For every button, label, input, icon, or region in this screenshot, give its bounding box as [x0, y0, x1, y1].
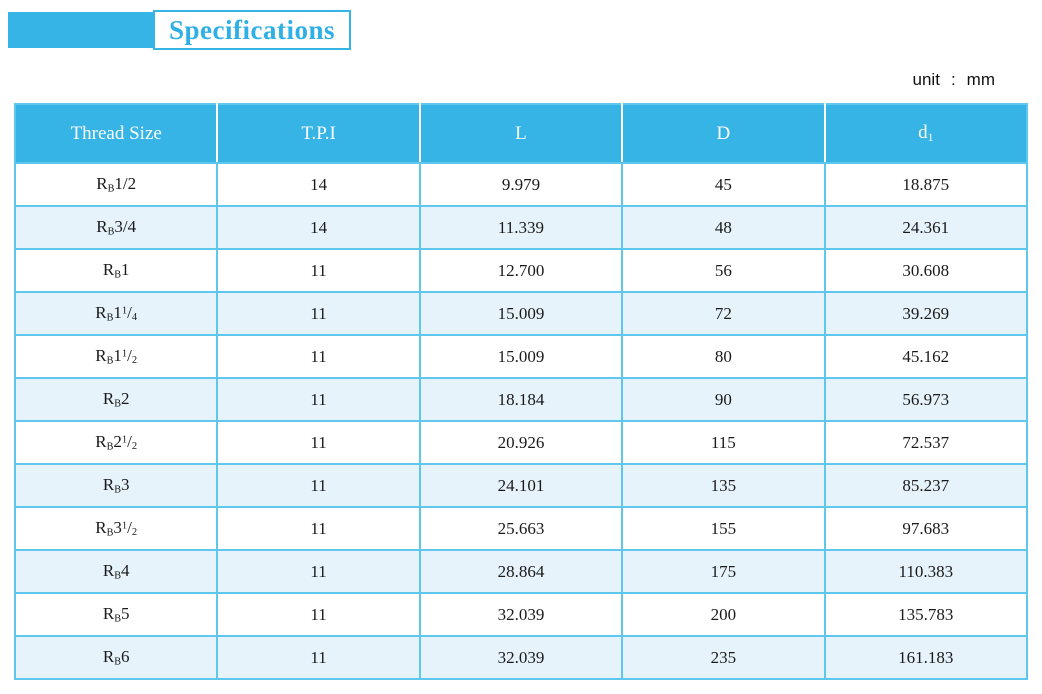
d1-cell: 72.537	[823, 420, 1029, 465]
d-cell: 175	[621, 549, 826, 594]
d1-cell: 56.973	[823, 377, 1029, 422]
table-row: RB1 11 12.700 56 30.608	[13, 248, 1029, 293]
thread-size-cell: RB5	[13, 592, 219, 637]
column-header-3: D	[622, 104, 826, 164]
thread-size-cell: RB1	[13, 248, 219, 293]
d-cell: 135	[621, 463, 826, 508]
d1-cell: 97.683	[823, 506, 1029, 551]
column-header-0: Thread Size	[15, 104, 219, 164]
table-row: RB1/2 14 9.979 45 18.875	[13, 162, 1029, 207]
table-row: RB21/2 11 20.926 115 72.537	[13, 420, 1029, 465]
thread-size-cell: RB3/4	[13, 205, 219, 250]
column-header-1: T.P.I	[217, 104, 421, 164]
d-cell: 115	[621, 420, 826, 465]
page-title-box: Specifications	[153, 10, 351, 50]
d1-cell: 85.237	[823, 463, 1029, 508]
title-band: Specifications	[8, 10, 351, 50]
d1-cell: 45.162	[823, 334, 1029, 379]
table-body: RB1/2 14 9.979 45 18.875 RB3/4 14 11.339 48 24.36…	[13, 162, 1029, 680]
d1-cell: 18.875	[823, 162, 1029, 207]
l-cell: 15.009	[418, 334, 624, 379]
l-cell: 24.101	[418, 463, 624, 508]
d-cell: 72	[621, 291, 826, 336]
table-row: RB2 11 18.184 90 56.973	[13, 377, 1029, 422]
table-row: RB31/2 11 25.663 155 97.683	[13, 506, 1029, 551]
tpi-cell: 11	[216, 592, 421, 637]
table-row: RB3 11 24.101 135 85.237	[13, 463, 1029, 508]
table-row: RB6 11 32.039 235 161.183	[13, 635, 1029, 680]
title-accent-bar	[8, 12, 153, 48]
d-cell: 48	[621, 205, 826, 250]
thread-size-cell: RB11/2	[13, 334, 219, 379]
d1-cell: 135.783	[823, 592, 1029, 637]
l-cell: 28.864	[418, 549, 624, 594]
table-row: RB11/2 11 15.009 80 45.162	[13, 334, 1029, 379]
l-cell: 18.184	[418, 377, 624, 422]
tpi-cell: 11	[216, 635, 421, 680]
l-cell: 11.339	[418, 205, 624, 250]
tpi-cell: 11	[216, 377, 421, 422]
l-cell: 20.926	[418, 420, 624, 465]
d1-cell: 24.361	[823, 205, 1029, 250]
thread-size-cell: RB11/4	[13, 291, 219, 336]
unit-label: unit	[912, 70, 940, 89]
d-cell: 90	[621, 377, 826, 422]
d1-cell: 110.383	[823, 549, 1029, 594]
thread-size-cell: RB3	[13, 463, 219, 508]
tpi-cell: 11	[216, 291, 421, 336]
table-row: RB5 11 32.039 200 135.783	[13, 592, 1029, 637]
tpi-cell: 11	[216, 248, 421, 293]
tpi-cell: 11	[216, 463, 421, 508]
table-row: RB4 11 28.864 175 110.383	[13, 549, 1029, 594]
tpi-cell: 11	[216, 506, 421, 551]
d1-cell: 161.183	[823, 635, 1029, 680]
d-cell: 235	[621, 635, 826, 680]
thread-size-cell: RB6	[13, 635, 219, 680]
d-cell: 155	[621, 506, 826, 551]
tpi-cell: 11	[216, 334, 421, 379]
page-title: Specifications	[169, 14, 335, 45]
thread-size-cell: RB31/2	[13, 506, 219, 551]
column-header-2: L	[419, 104, 624, 164]
unit-note: unit: mm	[913, 70, 995, 90]
table-row: RB3/4 14 11.339 48 24.361	[13, 205, 1029, 250]
d-cell: 56	[621, 248, 826, 293]
d1-cell: 30.608	[823, 248, 1029, 293]
l-cell: 25.663	[418, 506, 624, 551]
thread-size-cell: RB2	[13, 377, 219, 422]
l-cell: 9.979	[418, 162, 624, 207]
tpi-cell: 14	[216, 162, 421, 207]
tpi-cell: 14	[216, 205, 421, 250]
thread-size-cell: RB21/2	[13, 420, 219, 465]
thread-size-cell: RB4	[13, 549, 219, 594]
d-cell: 80	[621, 334, 826, 379]
unit-separator: :	[950, 70, 956, 89]
l-cell: 32.039	[418, 592, 624, 637]
unit-value: mm	[966, 70, 995, 89]
d1-cell: 39.269	[823, 291, 1029, 336]
column-header-4: d1	[824, 104, 1027, 164]
tpi-cell: 11	[216, 420, 421, 465]
l-cell: 12.700	[418, 248, 624, 293]
l-cell: 15.009	[418, 291, 624, 336]
thread-size-cell: RB1/2	[13, 162, 219, 207]
d-cell: 200	[621, 592, 826, 637]
l-cell: 32.039	[418, 635, 624, 680]
table-row: RB11/4 11 15.009 72 39.269	[13, 291, 1029, 336]
tpi-cell: 11	[216, 549, 421, 594]
d-cell: 45	[621, 162, 826, 207]
